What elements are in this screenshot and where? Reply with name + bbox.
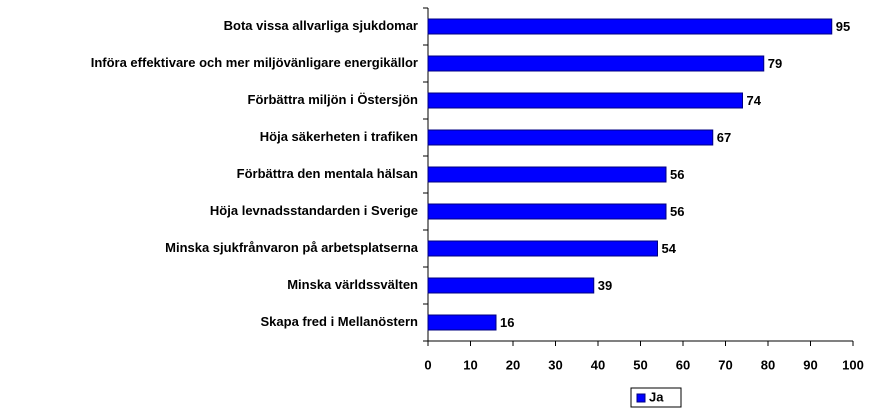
bar: [427, 277, 595, 294]
bar: [427, 314, 497, 331]
y-tick-label: Förbättra den mentala hälsan: [237, 166, 418, 181]
y-tick-label: Skapa fred i Mellanöstern: [261, 314, 419, 329]
y-tick-label: Bota vissa allvarliga sjukdomar: [224, 18, 418, 33]
data-label: 56: [670, 167, 684, 182]
x-tick-label: 0: [424, 357, 431, 372]
data-label: 16: [500, 315, 514, 330]
y-tick-label: Höja levnadsstandarden i Sverige: [210, 203, 418, 218]
bar: [427, 55, 765, 72]
x-tick-label: 70: [718, 357, 732, 372]
data-label: 56: [670, 204, 684, 219]
x-tick-label: 40: [591, 357, 605, 372]
legend-label: Ja: [649, 389, 664, 404]
bar: [427, 18, 833, 35]
legend-swatch: [636, 393, 646, 403]
y-tick-label: Förbättra miljön i Östersjön: [248, 92, 419, 107]
data-label: 67: [717, 130, 731, 145]
bar: [427, 203, 667, 220]
data-label: 54: [662, 241, 677, 256]
bar: [427, 240, 658, 257]
x-tick-label: 80: [761, 357, 775, 372]
x-tick-label: 30: [548, 357, 562, 372]
data-label: 74: [747, 93, 762, 108]
x-tick-label: 20: [506, 357, 520, 372]
bar: [427, 92, 743, 109]
x-tick-label: 10: [463, 357, 477, 372]
data-label: 39: [598, 278, 612, 293]
y-tick-label: Minska sjukfrånvaron på arbetsplatserna: [165, 240, 419, 255]
y-tick-label: Höja säkerheten i trafiken: [260, 129, 418, 144]
x-tick-label: 60: [676, 357, 690, 372]
x-tick-label: 90: [803, 357, 817, 372]
data-label: 79: [768, 56, 782, 71]
y-tick-label: Införa effektivare och mer miljövänligar…: [91, 55, 418, 70]
data-label: 95: [836, 19, 850, 34]
y-tick-label: Minska världssvälten: [287, 277, 418, 292]
x-tick-label: 100: [842, 357, 864, 372]
x-tick-label: 50: [633, 357, 647, 372]
bar: [427, 166, 667, 183]
bar: [427, 129, 714, 146]
